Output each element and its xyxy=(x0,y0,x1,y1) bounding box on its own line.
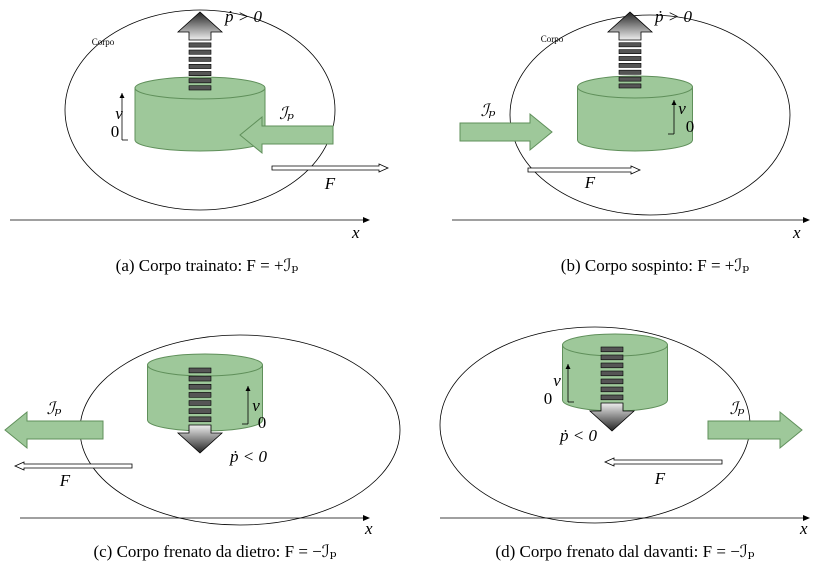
momentum-rung xyxy=(189,384,211,389)
momentum-label: ṗ < 0 xyxy=(559,426,597,445)
momentum-rung xyxy=(189,43,211,47)
impulse-label: ℐₚ xyxy=(481,101,496,120)
force-arrow xyxy=(605,458,722,466)
impulse-arrow xyxy=(708,412,802,448)
momentum-rung xyxy=(189,86,211,90)
body-cylinder-top xyxy=(563,334,668,356)
momentum-rung xyxy=(619,63,641,67)
momentum-rung xyxy=(189,57,211,61)
axis-label: x xyxy=(792,223,801,242)
momentum-rung xyxy=(619,77,641,81)
x-axis-head xyxy=(363,217,370,223)
force-label: F xyxy=(654,469,666,488)
momentum-label: ṗ < 0 xyxy=(229,447,267,466)
zero-label: 0 xyxy=(111,122,120,141)
momentum-label: ṗ > 0 xyxy=(654,7,692,26)
caption: (d) Corpo frenato dal davanti: F = −ℐₚ xyxy=(495,542,754,561)
force-label: F xyxy=(59,471,71,490)
momentum-rung xyxy=(601,371,623,376)
momentum-rung xyxy=(189,401,211,406)
momentum-rung xyxy=(189,64,211,68)
diagram: Corpoṗ > 0ℐₚFv0x(a) Corpo trainato: F = … xyxy=(0,0,827,574)
momentum-rung xyxy=(189,417,211,422)
axis-label: x xyxy=(799,519,808,538)
velocity-label: v xyxy=(678,99,686,118)
momentum-rung xyxy=(601,355,623,360)
zero-label: 0 xyxy=(258,413,267,432)
axis-label: x xyxy=(351,223,360,242)
momentum-rung xyxy=(601,363,623,368)
force-arrow xyxy=(15,462,132,470)
momentum-rung xyxy=(601,379,623,384)
velocity-label: v xyxy=(115,104,123,123)
momentum-rung xyxy=(189,79,211,83)
momentum-rung xyxy=(619,84,641,88)
momentum-rung xyxy=(619,56,641,60)
zero-label: 0 xyxy=(544,389,553,408)
impulse-label: ℐₚ xyxy=(279,104,294,123)
axis-label: x xyxy=(364,519,373,538)
x-axis-head xyxy=(803,217,810,223)
momentum-rung xyxy=(189,392,211,397)
momentum-rung xyxy=(189,376,211,381)
momentum-label: ṗ > 0 xyxy=(224,7,262,26)
force-arrow xyxy=(272,164,388,172)
impulse-label: ℐₚ xyxy=(730,399,745,418)
momentum-rung xyxy=(601,395,623,400)
zero-label: 0 xyxy=(686,117,695,136)
momentum-rung xyxy=(601,387,623,392)
momentum-rung xyxy=(189,50,211,54)
momentum-rung xyxy=(601,347,623,352)
force-label: F xyxy=(584,173,596,192)
momentum-rung xyxy=(619,50,641,54)
momentum-rung xyxy=(189,409,211,414)
momentum-rung xyxy=(619,43,641,47)
velocity-head xyxy=(120,93,125,98)
impulse-label: ℐₚ xyxy=(47,399,62,418)
force-label: F xyxy=(324,174,336,193)
impulse-arrow xyxy=(460,114,552,150)
momentum-rung xyxy=(189,71,211,75)
body-label: Corpo xyxy=(92,37,115,47)
caption: (b) Corpo sospinto: F = +ℐₚ xyxy=(561,256,750,275)
momentum-rung xyxy=(189,368,211,373)
momentum-arrow-head xyxy=(608,12,652,40)
momentum-arrow-head xyxy=(178,12,222,40)
caption: (a) Corpo trainato: F = +ℐₚ xyxy=(116,256,299,275)
caption: (c) Corpo frenato da dietro: F = −ℐₚ xyxy=(93,542,336,561)
body-label: Corpo xyxy=(541,34,564,44)
momentum-rung xyxy=(619,70,641,74)
velocity-label: v xyxy=(553,371,561,390)
